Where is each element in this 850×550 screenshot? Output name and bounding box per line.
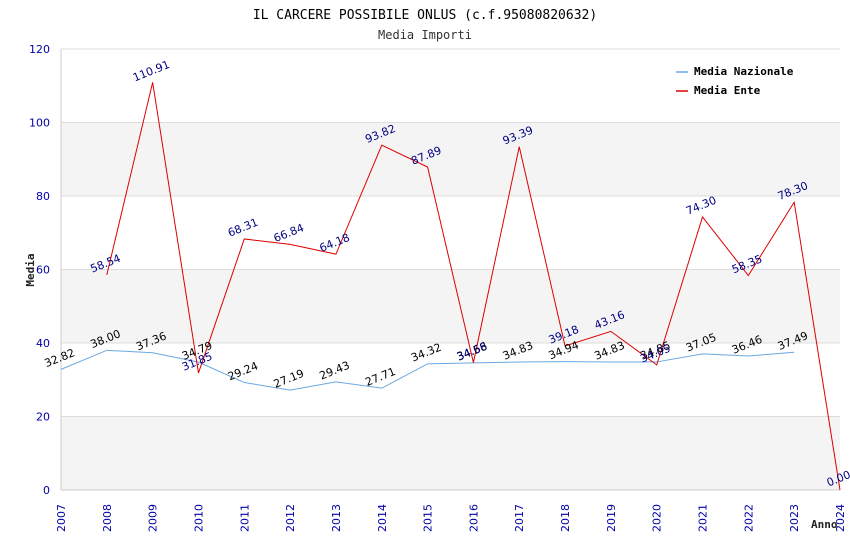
x-tick-label: 2021 [697, 504, 710, 532]
x-tick-label: 2011 [238, 504, 251, 532]
x-tick-label: 2008 [101, 504, 114, 532]
legend-box [668, 58, 810, 102]
x-tick-label: 2018 [559, 504, 572, 532]
y-tick-label: 0 [43, 484, 50, 497]
y-tick-label: 60 [36, 264, 50, 277]
plot-band [61, 343, 840, 417]
x-tick-label: 2009 [147, 504, 160, 532]
x-tick-label: 2024 [834, 504, 847, 532]
chart-subtitle: Media Importi [378, 28, 472, 42]
grid-lines [60, 48, 840, 491]
chart-title: IL CARCERE POSSIBILE ONLUS (c.f.95080820… [253, 8, 597, 23]
series-line-ente [106, 82, 841, 491]
legend-label-nazionale: Media Nazionale [694, 65, 794, 78]
plot-band [61, 122, 840, 196]
plot-band [61, 416, 840, 490]
legend: Media Nazionale Media Ente [668, 58, 810, 102]
x-axis-ticks: 2007 2008 2009 2010 2011 2012 2013 2014 2015 2016… [55, 504, 847, 532]
x-tick-label: 2007 [55, 504, 68, 532]
x-tick-label: 2022 [742, 504, 755, 532]
y-tick-label: 100 [29, 117, 50, 130]
x-tick-label: 2023 [788, 504, 801, 532]
x-tick-label: 2015 [422, 504, 435, 532]
x-tick-label: 2020 [651, 504, 664, 532]
y-tick-label: 120 [29, 43, 50, 56]
x-tick-label: 2017 [513, 504, 526, 532]
x-tick-label: 2014 [376, 504, 389, 532]
series-group [60, 82, 841, 491]
x-tick-label: 2010 [192, 504, 205, 532]
y-tick-label: 40 [36, 337, 50, 350]
y-axis-label: Media [24, 253, 37, 286]
x-tick-label: 2016 [467, 504, 480, 532]
y-tick-label: 80 [36, 190, 50, 203]
series-line-nazionale [60, 349, 795, 391]
legend-label-ente: Media Ente [694, 84, 761, 97]
x-tick-label: 2013 [330, 504, 343, 532]
x-tick-label: 2019 [605, 504, 618, 532]
y-axis-ticks: 0 20 40 60 80 100 120 [29, 43, 50, 497]
x-tick-label: 2012 [284, 504, 297, 532]
plot-band [61, 269, 840, 343]
x-axis-label: Anno [811, 518, 838, 531]
plot-band [61, 196, 840, 270]
y-tick-label: 20 [36, 411, 50, 424]
